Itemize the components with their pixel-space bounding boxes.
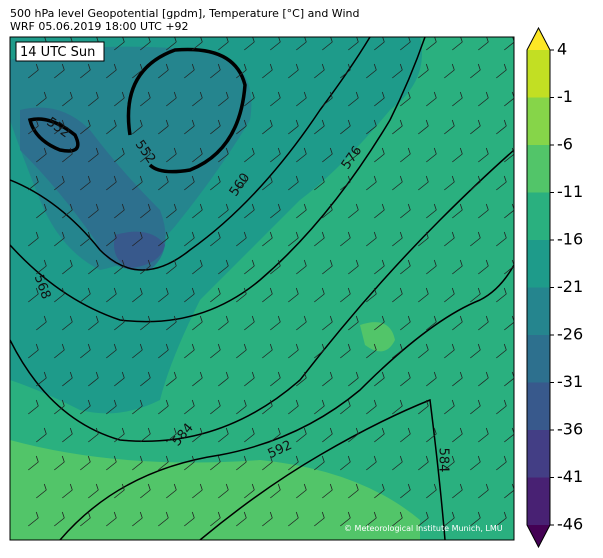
credit: © Meteorological Institute Munich, LMU [344, 524, 503, 533]
colorbar-band [527, 477, 550, 525]
colorbar-band [527, 287, 550, 335]
colorbar-tick-label: -1 [557, 87, 573, 106]
colorbar-tick-label: -46 [557, 515, 583, 534]
colorbar-tick-label: -21 [557, 277, 583, 296]
colorbar-tick-label: -11 [557, 182, 583, 201]
colorbar-band [527, 240, 550, 288]
colorbar-extend-low [527, 525, 550, 547]
map-area [10, 37, 514, 540]
colorbar-band [527, 50, 550, 98]
map-frame [9, 36, 515, 541]
colorbar-band [527, 97, 550, 145]
map-subtitle: WRF 05.06.2019 18:00 UTC +92 [10, 20, 189, 33]
colorbar-band [527, 382, 550, 430]
colorbar-tick-label: -41 [557, 467, 583, 486]
colorbar-band [527, 335, 550, 383]
colorbar-tick-label: -16 [557, 230, 583, 249]
colorbar-tick-label: -31 [557, 372, 583, 391]
colorbar-tick-label: -26 [557, 325, 583, 344]
colorbar-tick-label: -36 [557, 420, 583, 439]
colorbar-band [527, 192, 550, 240]
colorbar-tick-label: -6 [557, 135, 573, 154]
colorbar: 4 -1 -6 -11 -16 -21 -26 -31 -36 -41 -46 [526, 26, 583, 549]
contour-label: 584 [436, 448, 451, 473]
colorbar-extend-high [527, 28, 550, 50]
colorbar-band [527, 145, 550, 193]
colorbar-tick-label: 4 [557, 40, 567, 59]
time-box [15, 41, 105, 62]
map-title: 500 hPa level Geopotential [gpdm], Tempe… [10, 7, 359, 20]
colorbar-band [527, 430, 550, 478]
time-label: 14 UTC Sun [20, 45, 95, 60]
